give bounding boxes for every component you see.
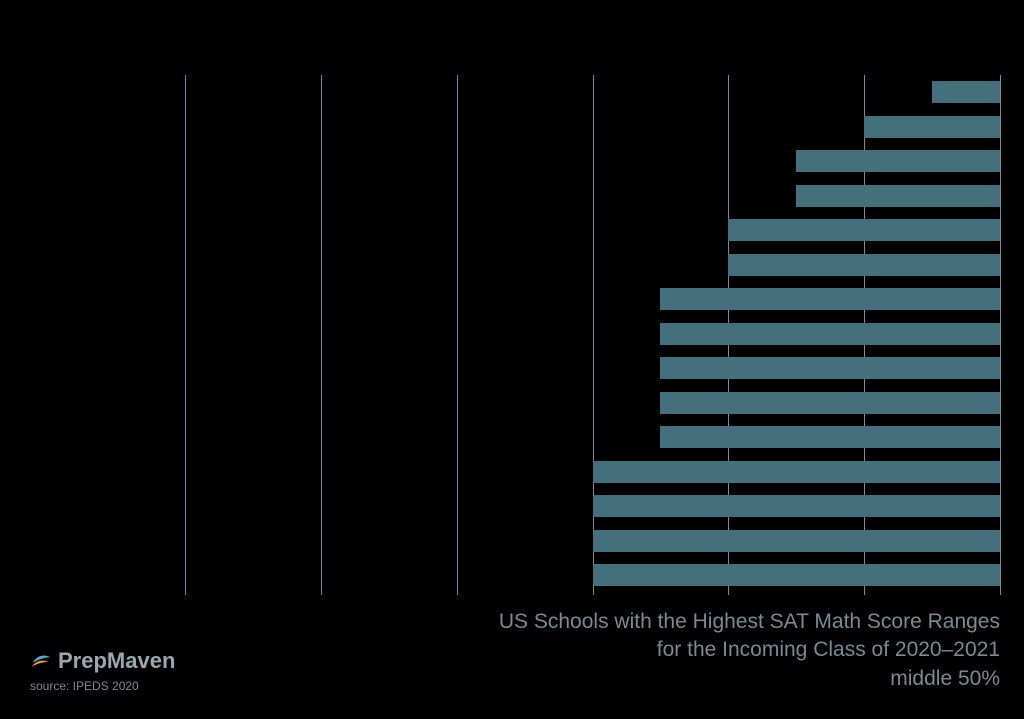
x-gridline <box>457 75 458 595</box>
score-range-bar <box>660 288 1000 310</box>
x-gridline <box>321 75 322 595</box>
score-range-bar <box>932 81 1000 103</box>
source-citation: source: IPEDS 2020 <box>30 679 175 693</box>
chart-caption: US Schools with the Highest SAT Math Sco… <box>499 608 1000 693</box>
footer-logo-block: PrepMaven source: IPEDS 2020 <box>30 648 175 693</box>
x-gridline <box>185 75 186 595</box>
score-range-bar <box>796 150 1000 172</box>
prepmaven-logo: PrepMaven <box>30 648 175 674</box>
score-range-bar <box>728 254 1000 276</box>
x-gridline <box>593 75 594 595</box>
caption-line: US Schools with the Highest SAT Math Sco… <box>499 608 1000 636</box>
score-range-bar <box>660 392 1000 414</box>
score-range-bar <box>593 495 1001 517</box>
x-gridline <box>1000 75 1001 595</box>
prepmaven-logo-icon <box>30 650 52 672</box>
prepmaven-logo-text: PrepMaven <box>58 648 175 674</box>
score-range-bar <box>796 185 1000 207</box>
score-range-bar <box>728 219 1000 241</box>
score-range-bar <box>660 323 1000 345</box>
caption-line: middle 50% <box>499 665 1000 693</box>
score-range-bar <box>593 564 1001 586</box>
score-range-bar <box>593 461 1001 483</box>
score-range-bar <box>660 357 1000 379</box>
score-range-bar <box>864 116 1000 138</box>
score-range-bar <box>593 530 1001 552</box>
caption-line: for the Incoming Class of 2020–2021 <box>499 636 1000 664</box>
score-range-bar <box>660 426 1000 448</box>
